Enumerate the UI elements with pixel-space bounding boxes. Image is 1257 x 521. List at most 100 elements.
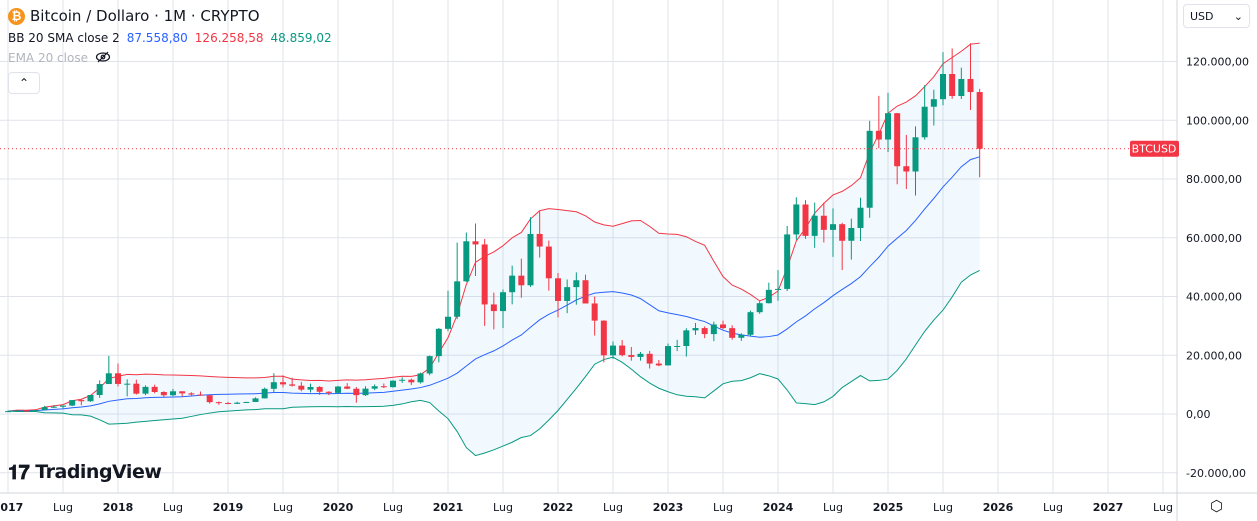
candle (765, 282, 772, 304)
x-tick-label: Lug (603, 501, 623, 514)
candle-body (390, 380, 396, 388)
candle (115, 363, 121, 387)
candle-body (619, 345, 626, 356)
ema-indicator-row[interactable]: EMA 20 close (8, 48, 339, 68)
bb-basis-value: 87.558,80 (126, 31, 188, 45)
candle (564, 279, 571, 314)
bb-lower-line (7, 270, 980, 457)
symbol-title-row[interactable]: ₿ Bitcoin / Dollaro · 1M · CRYPTO (8, 4, 339, 28)
candle (940, 52, 946, 106)
candle-body (261, 388, 268, 399)
currency-label: USD (1190, 9, 1214, 23)
candle-body (170, 391, 176, 396)
x-tick-label: Lug (1043, 501, 1063, 514)
settings-icon[interactable]: ⬡ (1210, 497, 1224, 515)
candle-body (41, 407, 48, 411)
bb-basis-line (7, 156, 980, 412)
tradingview-logo-mark: 𝟏𝟕 (8, 460, 30, 484)
candle (270, 373, 277, 393)
candle (454, 242, 461, 320)
tradingview-logo[interactable]: 𝟏𝟕 TradingView (8, 460, 162, 484)
candle (408, 378, 415, 385)
candle (628, 347, 635, 361)
candle-body (234, 402, 241, 404)
candle-body (518, 275, 525, 286)
x-tick-label: Lug (273, 501, 293, 514)
candle (903, 134, 910, 189)
candle (701, 326, 708, 339)
x-tick-label: Lug (1153, 501, 1173, 514)
eye-off-icon[interactable] (95, 51, 111, 66)
collapse-legend-button[interactable]: ⌃ (8, 72, 40, 94)
candle (500, 289, 506, 328)
candle-body (270, 382, 277, 389)
candle-body (380, 386, 387, 388)
candle-body (683, 330, 690, 346)
logo-text: TradingView (35, 461, 162, 483)
candle (60, 405, 66, 409)
y-tick-label: 80.000,00 (1186, 173, 1242, 186)
candle-body (481, 244, 488, 305)
candle (481, 238, 488, 326)
candle (23, 410, 30, 412)
candle (371, 384, 378, 391)
candle-body (848, 227, 855, 241)
candle (527, 217, 534, 287)
x-tick-label: 2025 (873, 501, 904, 514)
candle-body (69, 400, 76, 406)
candle-body (215, 402, 222, 404)
candle (417, 372, 424, 384)
candle-body (445, 316, 451, 329)
candle-body (967, 78, 974, 93)
candle-body (811, 215, 818, 236)
candle-body (280, 382, 286, 385)
candle (261, 387, 268, 399)
candle (811, 202, 818, 248)
candle-body (729, 328, 736, 338)
bb-upper-value: 126.258,58 (194, 31, 264, 45)
candle (830, 208, 836, 257)
candle-body (463, 241, 470, 282)
candle (316, 386, 323, 395)
candle-body (875, 130, 882, 140)
currency-selector[interactable]: USD ⌄ (1183, 4, 1250, 28)
x-tick-label: 2020 (323, 501, 354, 514)
candle-body (775, 288, 781, 290)
candle-body (179, 391, 186, 394)
candle (325, 391, 332, 396)
candle (69, 400, 76, 407)
candle (912, 126, 919, 196)
candle-body (142, 386, 149, 394)
candle (234, 401, 241, 405)
candle (720, 320, 726, 330)
candle-body (60, 405, 66, 407)
x-tick-label: 2024 (763, 501, 794, 514)
x-tick-label: Lug (493, 501, 513, 514)
y-tick-label: 120.000,00 (1186, 56, 1249, 69)
bb-indicator-row[interactable]: BB 20 SMA close 2 87.558,80 126.258,58 4… (8, 28, 339, 48)
candle (490, 292, 497, 330)
candle (646, 350, 653, 369)
candle-body (289, 384, 296, 386)
candle (362, 386, 369, 396)
candle-body (940, 73, 946, 100)
candle-body (747, 312, 754, 335)
candle (32, 410, 39, 412)
candle (142, 385, 149, 396)
bb-upper-line (7, 42, 980, 412)
candle (655, 359, 662, 367)
candle (738, 333, 745, 341)
candle (170, 389, 176, 397)
candle-body (866, 130, 873, 208)
price-label-badge (1130, 140, 1179, 157)
candle (252, 397, 259, 402)
candle (124, 379, 131, 397)
candle (976, 88, 983, 178)
candle (857, 197, 864, 241)
x-tick-label: 2017 (0, 501, 23, 514)
candle (875, 95, 882, 149)
candle-body (949, 73, 956, 97)
candle (820, 202, 827, 243)
candle-body (857, 207, 864, 228)
